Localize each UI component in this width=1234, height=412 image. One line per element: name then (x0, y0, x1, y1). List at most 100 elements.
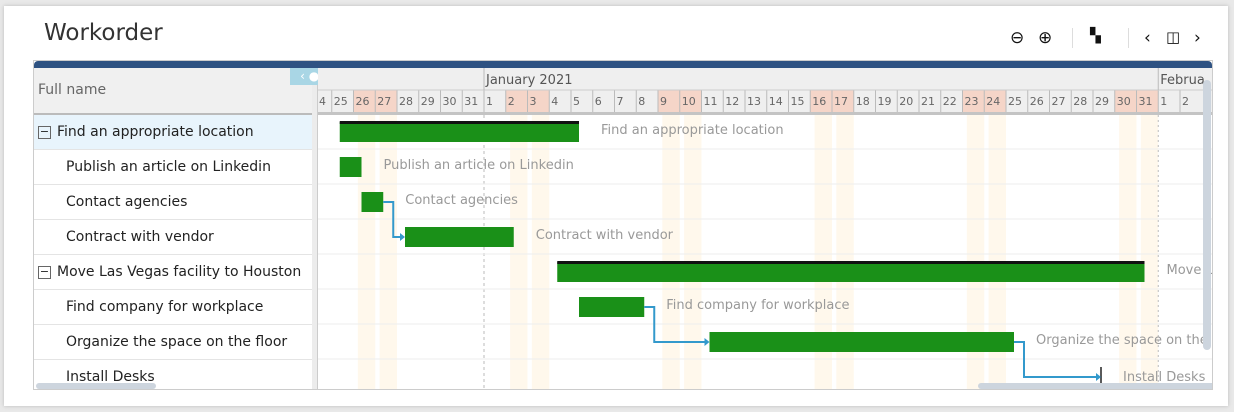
divider (1128, 28, 1129, 48)
weekend-column (379, 115, 397, 389)
day-label: 1 (486, 95, 493, 108)
dependency-link (383, 201, 401, 238)
zoom-out-icon[interactable]: ⊖ (1010, 28, 1025, 48)
day-label: 2 (1182, 95, 1189, 108)
divider (1072, 28, 1073, 48)
task-row[interactable]: Install Desks (34, 360, 312, 389)
day-label: 20 (899, 95, 913, 108)
task-bar (579, 297, 645, 317)
gantt-chart: Full name − Find an appropriate location P… (33, 60, 1213, 390)
day-label: 31 (1139, 95, 1153, 108)
day-label: 5 (573, 95, 580, 108)
weekend-header-cell (505, 90, 528, 112)
task-bar (405, 227, 514, 247)
day-label: 9 (660, 95, 667, 108)
weekend-column (531, 115, 550, 389)
day-label: 8 (638, 95, 645, 108)
task-row[interactable]: Contract with vendor (34, 220, 312, 255)
next-icon[interactable]: › (1194, 28, 1201, 48)
critical-path-icon[interactable]: ▚ (1090, 28, 1101, 44)
task-label: Find an appropriate location (601, 123, 784, 138)
day-label: 26 (356, 95, 370, 108)
day-label: 23 (965, 95, 979, 108)
day-label: 29 (1095, 95, 1109, 108)
link-arrow (1096, 373, 1101, 381)
task-row[interactable]: Find company for workplace (34, 290, 312, 325)
weekend-header-cell (527, 90, 550, 112)
task-label: Publish an article on Linkedin (384, 158, 574, 173)
task-row[interactable]: − Find an appropriate location (34, 115, 312, 150)
collapse-icon[interactable]: − (38, 264, 51, 279)
weekend-header-cell (832, 90, 854, 112)
month-label: Februa (1160, 73, 1205, 88)
weekend-column (357, 115, 376, 389)
month-label: January 2021 (485, 73, 573, 88)
weekend-header-cell (962, 90, 985, 112)
page-title: Workorder (44, 20, 163, 46)
day-label: 21 (921, 95, 935, 108)
day-label: 22 (943, 95, 957, 108)
day-label: 13 (747, 95, 761, 108)
task-name: Install Desks (66, 369, 155, 385)
day-label: 4 (551, 95, 558, 108)
weekend-header-cell (1136, 90, 1159, 112)
task-label: Contact agencies (405, 193, 518, 208)
collapse-icon[interactable]: − (38, 124, 51, 139)
zoom-in-icon[interactable]: ⊕ (1038, 28, 1053, 48)
weekend-header-cell (353, 90, 376, 112)
day-label: 18 (856, 95, 870, 108)
timeline-header (318, 68, 1212, 114)
day-label: 30 (443, 95, 457, 108)
day-label: 31 (464, 95, 478, 108)
vertical-scrollbar[interactable] (1203, 80, 1211, 350)
grid-scrollbar[interactable] (36, 383, 156, 389)
task-row[interactable]: Contact agencies (34, 185, 312, 220)
day-label: 24 (986, 95, 1000, 108)
day-label: 14 (769, 95, 783, 108)
task-bar (361, 192, 384, 212)
task-label: Contract with vendor (536, 228, 674, 243)
day-label: 1 (1160, 95, 1167, 108)
columns-icon[interactable]: ◫ (1166, 28, 1181, 46)
task-name: Publish an article on Linkedin (66, 159, 271, 175)
day-label: 27 (377, 95, 391, 108)
weekend-header-cell (1114, 90, 1137, 112)
link-arrow (400, 233, 405, 241)
task-row[interactable]: − Move Las Vegas facility to Houston (34, 255, 312, 290)
task-name: Contract with vendor (66, 229, 214, 245)
weekend-header-cell (375, 90, 397, 112)
task-label: Find company for workplace (666, 298, 849, 313)
task-name: Move Las Vegas facility to Houston (57, 264, 302, 280)
dependency-link (644, 306, 706, 343)
weekend-column (510, 115, 528, 389)
weekend-column (662, 115, 680, 389)
day-label: 2 (508, 95, 515, 108)
splitter-handle[interactable] (312, 68, 318, 389)
task-label: Organize the space on the floor (1036, 333, 1213, 348)
day-label: 16 (812, 95, 826, 108)
task-bar (557, 262, 1145, 282)
workorder-panel: Workorder ⊖ ⊕ ▚ ‹ ◫ › Full name − Find an… (4, 6, 1228, 406)
day-label: 3 (530, 95, 537, 108)
task-name: Find an appropriate location (57, 124, 254, 140)
weekend-column (1119, 115, 1137, 389)
day-label: 12 (725, 95, 739, 108)
link-arrow (704, 338, 710, 346)
task-row[interactable]: Organize the space on the floor (34, 325, 312, 360)
column-header-full-name[interactable]: Full name (34, 68, 312, 115)
summary-bar-top (557, 261, 1145, 264)
task-name: Find company for workplace (66, 299, 264, 315)
task-row[interactable]: Publish an article on Linkedin (34, 150, 312, 185)
weekend-header-cell (679, 90, 702, 112)
weekend-column (684, 115, 702, 389)
prev-icon[interactable]: ‹ (1144, 28, 1151, 48)
day-label: 29 (421, 95, 435, 108)
day-label: 26 (1030, 95, 1044, 108)
task-grid: Full name − Find an appropriate location P… (34, 68, 313, 389)
day-label: 25 (1008, 95, 1022, 108)
day-label: 28 (1073, 95, 1087, 108)
timeline-scrollbar[interactable] (978, 383, 1212, 389)
weekend-header-cell (810, 90, 832, 112)
day-label: 30 (1117, 95, 1131, 108)
summary-bar-top (339, 121, 579, 124)
